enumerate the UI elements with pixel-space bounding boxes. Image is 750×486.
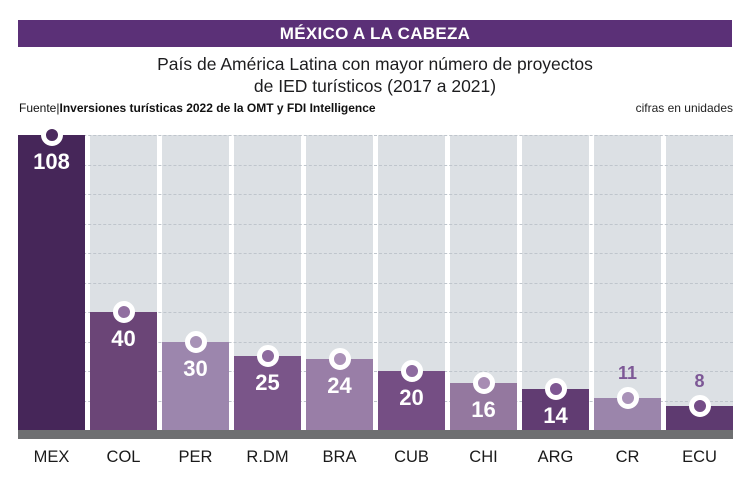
x-axis-label: PER: [178, 448, 213, 466]
x-axis-label: BRA: [322, 448, 357, 466]
bar-top-dot-icon: [40, 124, 63, 146]
bar: [90, 312, 157, 430]
x-axis-label: COL: [106, 448, 141, 466]
bar-top-dot-icon: [328, 348, 351, 371]
x-axis-label: ARG: [537, 448, 574, 466]
gridline: [18, 253, 733, 254]
bar-top-dot-icon: [688, 395, 711, 418]
bar-value-label: 24: [327, 373, 352, 399]
bar-value-label: 14: [543, 402, 568, 428]
title-banner: MÉXICO A LA CABEZA: [18, 20, 732, 47]
baseline-strip: [18, 430, 733, 439]
bar-value-label: 11: [617, 362, 638, 383]
bar-value-label: 8: [694, 371, 705, 392]
gridline: [18, 341, 733, 343]
subtitle-line-2: de IED turísticos (2017 a 2021): [253, 76, 497, 96]
bar-top-dot-icon: [616, 386, 639, 409]
gridline: [18, 194, 733, 195]
bar-top-dot-icon: [400, 360, 423, 382]
subtitle-line-1: País de América Latina con mayor número …: [157, 54, 593, 74]
bar-value-label: 30: [183, 355, 208, 381]
x-axis-label: CHI: [469, 448, 498, 466]
source-note: Fuente|Inversiones turísticas 2022 de la…: [19, 101, 376, 115]
x-axis-label: CR: [615, 448, 640, 466]
bar-top-dot-icon: [112, 301, 135, 323]
gridline: [18, 223, 733, 225]
x-axis-label: ECU: [682, 448, 717, 466]
bar-value-label: 108: [33, 149, 70, 174]
bar-value-label: 20: [399, 385, 424, 410]
bar-value-label: 16: [471, 396, 496, 422]
bar-column: 108: [18, 124, 85, 430]
source-prefix: Fuente|: [19, 101, 60, 115]
bar: [306, 359, 373, 430]
gridline: [18, 371, 733, 372]
chart-subtitle: País de América Latina con mayor número …: [0, 53, 750, 97]
units-note: cifras en unidades: [635, 101, 733, 115]
plot-area: 108 40 30 25 24 20 16 14 11 8: [18, 124, 733, 430]
bar: [18, 135, 85, 430]
gridline: [18, 282, 733, 284]
bar: [162, 341, 229, 430]
x-axis-label: MEX: [33, 448, 70, 466]
gridline: [18, 400, 733, 402]
gridline: [18, 135, 733, 136]
bar-value-label: 25: [255, 370, 280, 396]
gridline: [18, 312, 733, 313]
source-title: Inversiones turísticas 2022 de la OMT y …: [59, 101, 376, 115]
bar-value-label: 40: [111, 326, 136, 351]
bar-top-dot-icon: [544, 377, 567, 400]
gridline: [18, 164, 733, 166]
bar: [666, 406, 733, 430]
page-title: MÉXICO A LA CABEZA: [279, 23, 471, 43]
bar-chart: 108 40 30 25 24 20 16 14 11 8 MEX COL PER R.DM BRA CUB…: [18, 124, 733, 467]
x-axis-label: R.DM: [246, 448, 289, 466]
source-row: Fuente|Inversiones turísticas 2022 de la…: [19, 101, 733, 115]
bar: [234, 356, 301, 430]
x-axis-label: CUB: [394, 448, 429, 466]
bar-top-dot-icon: [256, 345, 279, 368]
bar-top-dot-icon: [184, 330, 207, 353]
bar-top-dot-icon: [472, 371, 495, 394]
x-axis-labels: MEX COL PER R.DM BRA CUB CHI ARG CR ECU: [18, 448, 733, 467]
